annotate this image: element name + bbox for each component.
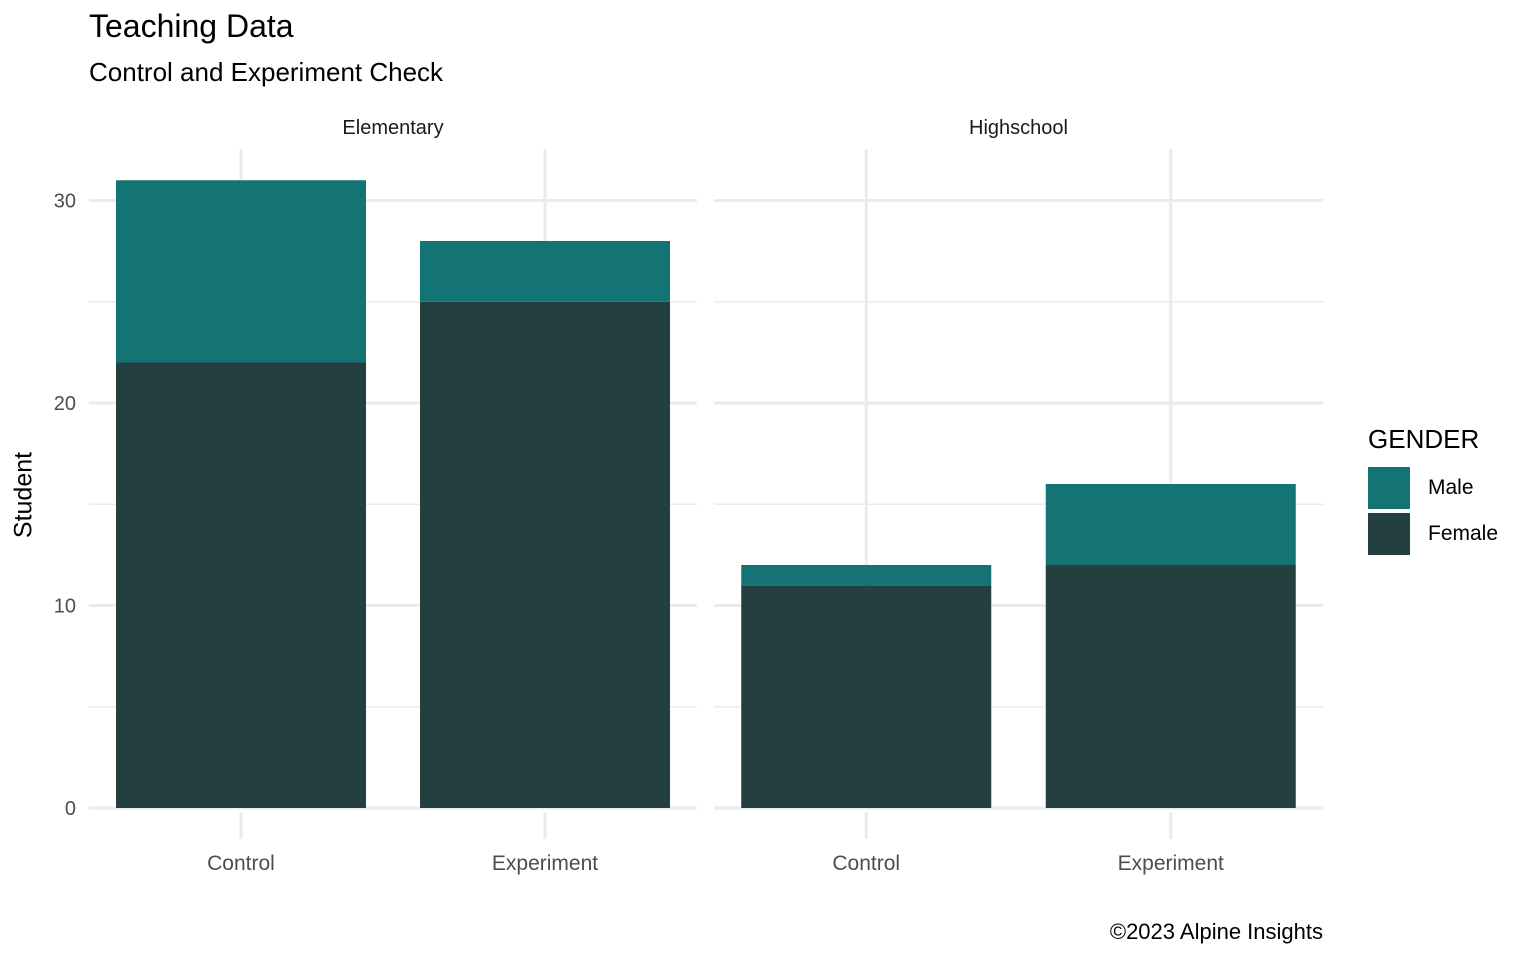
bar-male: [420, 241, 670, 302]
x-tick-label: Experiment: [492, 852, 598, 875]
facet-label: Highschool: [969, 117, 1068, 139]
y-tick-label: 0: [65, 798, 76, 820]
bar-male: [116, 180, 366, 363]
x-tick-label: Control: [207, 852, 275, 875]
caption: ©2023 Alpine Insights: [1109, 919, 1323, 944]
bar-male: [1045, 484, 1296, 565]
bar-female: [116, 362, 366, 808]
x-tick-label: Experiment: [1118, 852, 1224, 875]
legend-label-male: Male: [1428, 476, 1474, 499]
y-tick-label: 10: [54, 596, 76, 618]
bar-female: [741, 585, 992, 808]
legend-item-male: Male: [1368, 465, 1498, 511]
bar-female: [420, 301, 670, 808]
legend-title: GENDER: [1368, 424, 1480, 454]
legend-key-male: [1368, 467, 1410, 509]
legend-label-female: Female: [1428, 522, 1499, 545]
facet-label: Elementary: [342, 117, 443, 139]
bar-female: [1045, 565, 1296, 808]
bar-male: [741, 565, 992, 586]
legend-key-female: [1368, 513, 1410, 555]
y-tick-label: 20: [54, 393, 76, 415]
chart-subtitle: Control and Experiment Check: [89, 57, 444, 87]
chart-title: Teaching Data: [89, 8, 294, 44]
y-tick-label: 30: [54, 191, 76, 213]
x-tick-label: Control: [832, 852, 900, 875]
legend-item-female: Female: [1368, 511, 1498, 557]
legend: GENDER Male Female: [1368, 424, 1498, 557]
